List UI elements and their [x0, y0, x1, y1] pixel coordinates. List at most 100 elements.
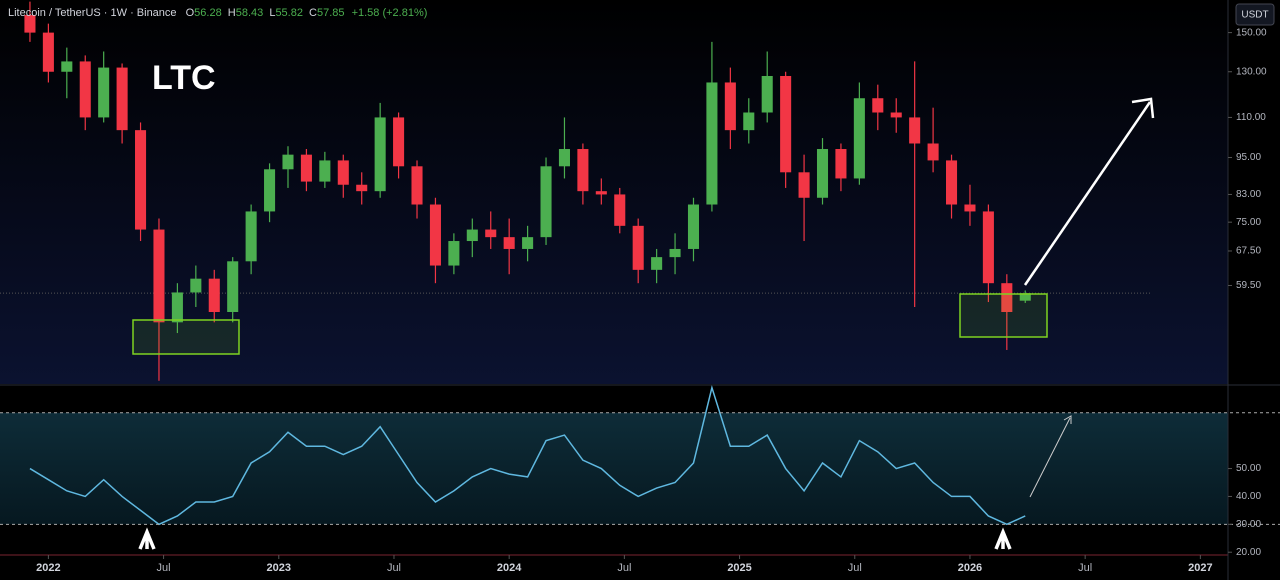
candle-body	[816, 149, 829, 198]
candle-body	[42, 32, 54, 72]
arrow-head	[1131, 97, 1155, 119]
candle-body	[245, 211, 257, 262]
candle-body	[264, 169, 276, 212]
candle-body	[632, 225, 644, 270]
y-tick-label: 75.00	[1236, 217, 1261, 228]
candle-body	[835, 149, 847, 179]
candle-body	[356, 184, 368, 192]
candle-body	[798, 172, 810, 198]
candle-body	[522, 237, 534, 249]
y-tick-label: 95.00	[1236, 152, 1261, 163]
candle-body	[964, 204, 976, 212]
ohlc-value: 56.28	[194, 7, 222, 19]
candle-body	[135, 130, 147, 230]
chart-title: LTC	[152, 59, 216, 97]
candle-body	[595, 191, 607, 195]
candle-body	[79, 61, 91, 118]
x-tick-label: 2023	[267, 562, 291, 574]
arrow-head	[1063, 415, 1072, 424]
ohlc-label: C	[309, 7, 317, 19]
candle-body	[300, 154, 312, 182]
candle-body	[1001, 283, 1013, 312]
candle-body	[669, 248, 681, 258]
support-box	[132, 319, 240, 355]
candle-body	[393, 117, 405, 167]
candle-body	[116, 67, 128, 131]
candle-body	[98, 67, 110, 118]
projection-arrow	[1023, 101, 1152, 286]
support-box	[959, 293, 1048, 338]
rsi-tick-label: 30.00	[1236, 519, 1261, 530]
candle-body	[61, 61, 73, 72]
x-tick-label: 2027	[1188, 562, 1212, 574]
x-tick-label: Jul	[617, 562, 631, 574]
up-arrow	[138, 527, 156, 550]
header: Litecoin / TetherUS · 1W · Binance O56.2…	[8, 7, 427, 19]
candle-body	[853, 98, 865, 179]
candle-body	[227, 261, 239, 312]
candle-body	[945, 160, 958, 205]
x-tick-label: Jul	[157, 562, 171, 574]
candle-body	[208, 278, 220, 312]
ohlc-value: 55.82	[275, 7, 303, 19]
change: +1.58 (+2.81%)	[352, 7, 428, 19]
x-tick-label: 2025	[727, 562, 751, 574]
rsi-arrow	[1029, 417, 1071, 498]
y-tick-label: 110.00	[1236, 112, 1266, 123]
candle-body	[171, 292, 183, 323]
candle-body	[761, 75, 773, 113]
rsi-tick-label: 40.00	[1236, 491, 1261, 502]
y-tick-label: 67.50	[1236, 246, 1261, 257]
x-tick-label: 2026	[958, 562, 982, 574]
ohlc-value: 58.43	[236, 7, 264, 19]
rsi-line	[29, 384, 1026, 526]
candle-body	[927, 143, 939, 161]
candle-body	[503, 237, 515, 249]
candle-body	[153, 229, 165, 323]
candle-body	[24, 14, 36, 33]
candle-body	[558, 149, 570, 167]
candle-body	[890, 112, 902, 118]
ohlc-label: H	[228, 7, 236, 19]
candle-body	[190, 278, 202, 293]
candle-body	[1019, 293, 1031, 301]
x-tick-label: 2024	[497, 562, 522, 574]
candle-body	[337, 160, 349, 185]
x-tick-label: Jul	[848, 562, 862, 574]
candle-body	[706, 82, 718, 205]
candle-body	[577, 149, 589, 192]
x-tick-label: 2022	[36, 562, 60, 574]
ohlc-value: 57.85	[317, 7, 345, 19]
symbol: Litecoin / TetherUS · 1W · Binance	[8, 7, 177, 19]
plot	[0, 1, 1228, 526]
y-tick-label: 130.00	[1236, 66, 1267, 77]
ohlc-label: O	[186, 7, 195, 19]
candle-body	[614, 194, 626, 226]
rsi-tick-label: 50.00	[1236, 463, 1261, 474]
y-tick-label: 59.50	[1236, 280, 1261, 291]
candle-body	[651, 257, 663, 270]
currency-label[interactable]: USDT	[1241, 10, 1268, 21]
candle-body	[982, 211, 994, 284]
candle-body	[872, 98, 884, 113]
x-tick-label: Jul	[1078, 562, 1092, 574]
candle-body	[687, 204, 700, 249]
candle-body	[374, 117, 386, 192]
rsi-tick-label: 20.00	[1236, 547, 1261, 558]
candle-body	[909, 117, 921, 144]
candle-body	[466, 229, 478, 242]
candle-body	[780, 75, 792, 173]
y-tick-label: 83.00	[1236, 189, 1261, 200]
up-arrow	[994, 527, 1012, 550]
candle-body	[743, 112, 755, 131]
candle-body	[282, 154, 294, 170]
candle-body	[540, 166, 552, 238]
ohlc-label: L	[269, 7, 275, 19]
candle-body	[429, 204, 441, 266]
candle-body	[319, 160, 331, 182]
y-tick-label: 150.00	[1236, 27, 1267, 38]
currency-button[interactable]	[1235, 3, 1275, 26]
rsi-band	[0, 412, 1228, 525]
